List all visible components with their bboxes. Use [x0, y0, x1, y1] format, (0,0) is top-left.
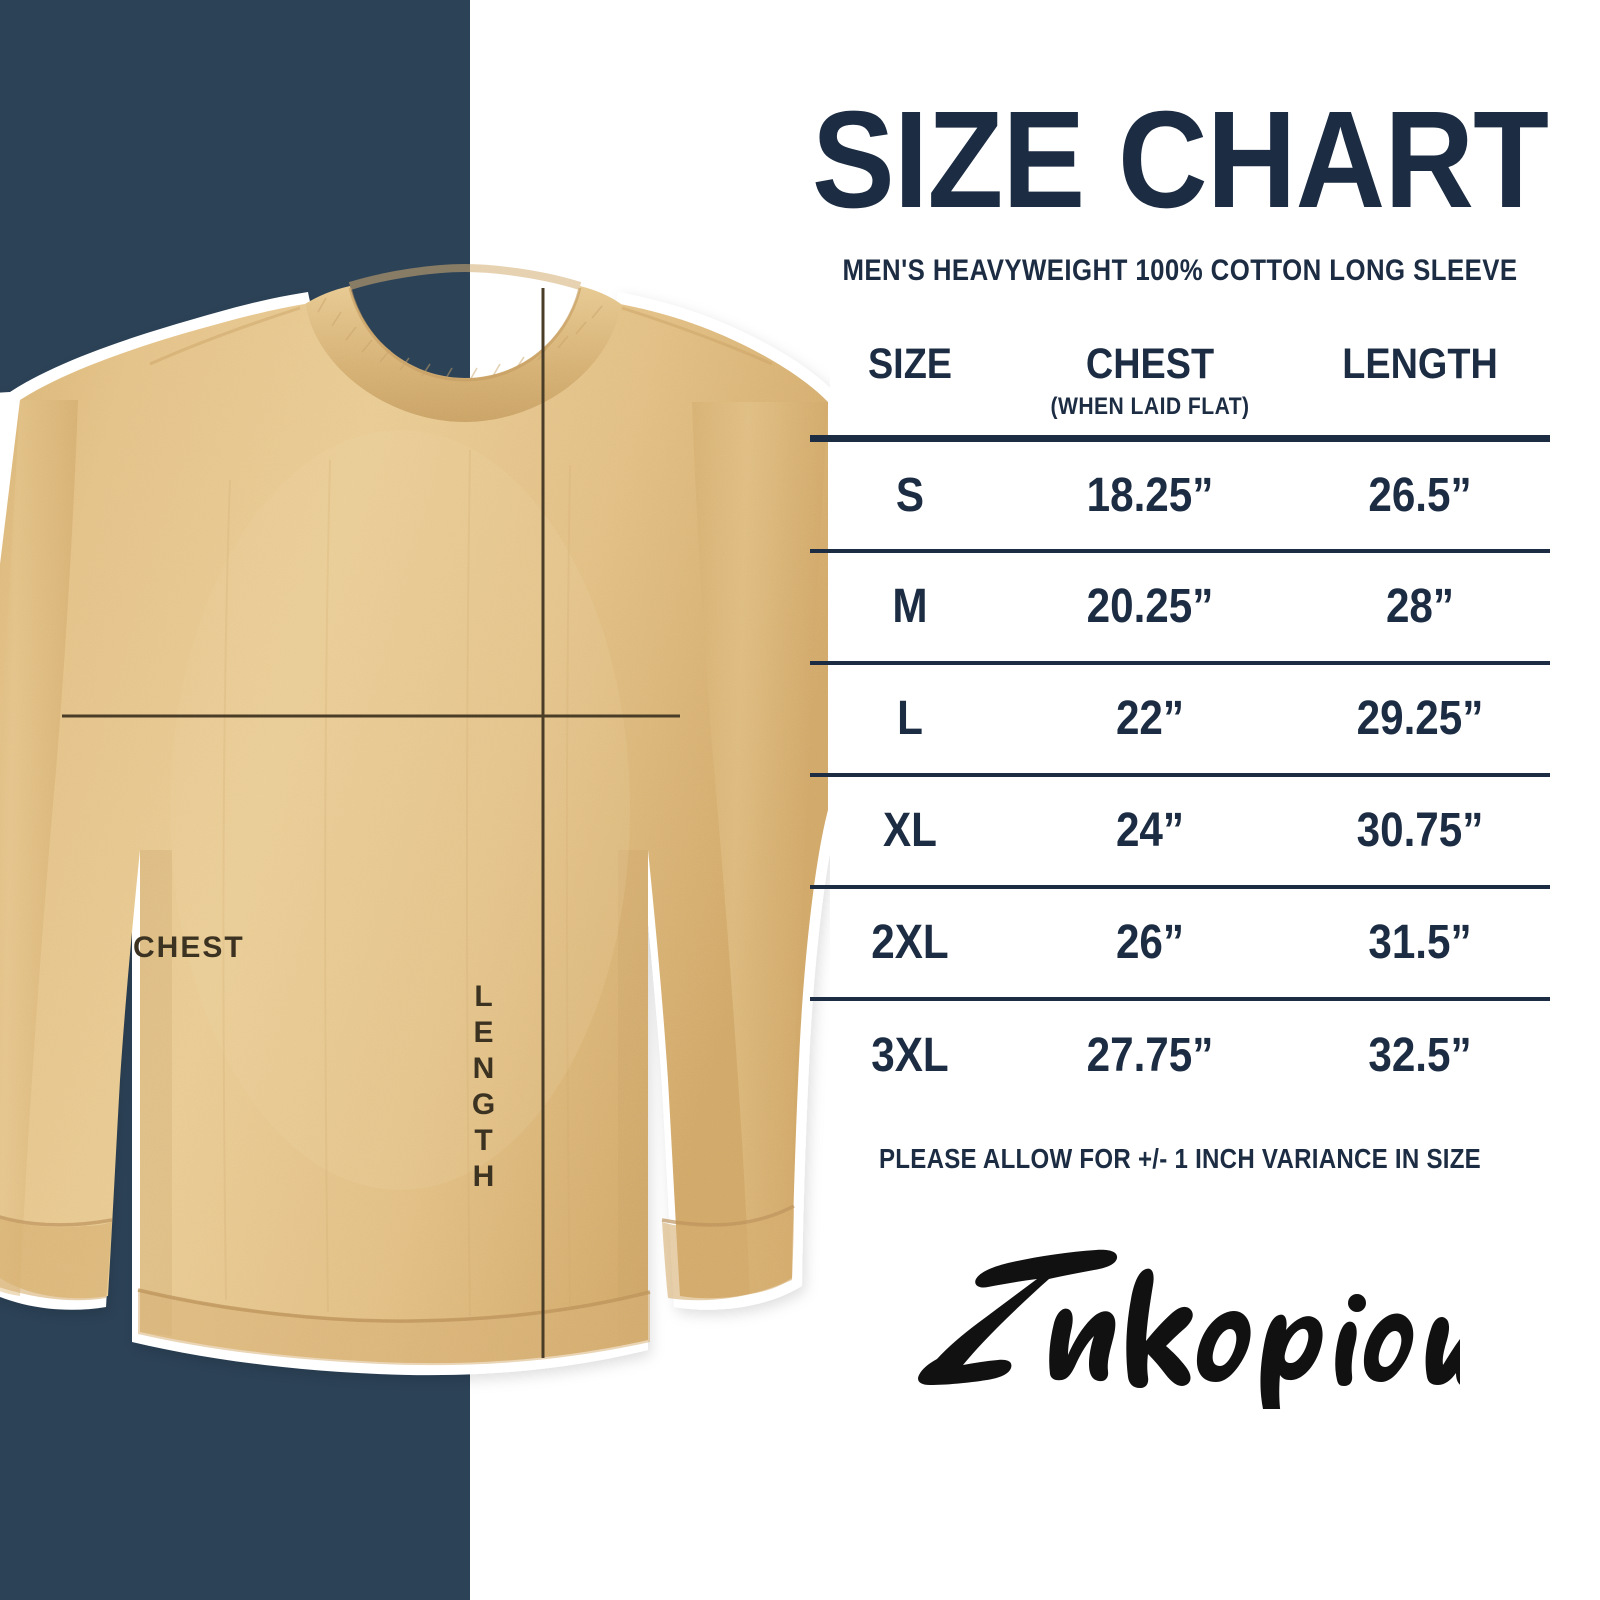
- table-row: 2XL 26” 31.5”: [810, 886, 1550, 1001]
- cell-length: 26.5”: [1305, 438, 1535, 553]
- inkopious-logo-icon: R: [918, 1249, 1460, 1409]
- shirt-left-cuff: [0, 1218, 112, 1301]
- page-subtitle: MEN'S HEAVYWEIGHT 100% COTTON LONG SLEEV…: [842, 254, 1518, 288]
- cell-chest: 18.25”: [1026, 438, 1274, 553]
- cell-length: 31.5”: [1305, 886, 1535, 1001]
- cell-chest: 26”: [1026, 886, 1274, 1001]
- cell-chest: 22”: [1026, 662, 1274, 777]
- length-measure-label: LENGTH: [467, 980, 500, 1196]
- table-row: L 22” 29.25”: [810, 662, 1550, 777]
- table-row: S 18.25” 26.5”: [810, 438, 1550, 553]
- page-title: SIZE CHART: [811, 83, 1549, 237]
- table-row: M 20.25” 28”: [810, 550, 1550, 665]
- cell-size: S: [822, 438, 998, 553]
- column-header-size-label: SIZE: [867, 340, 953, 389]
- cell-chest: 27.75”: [1086, 1029, 1214, 1083]
- chest-measure-label: CHEST: [133, 931, 245, 964]
- size-chart-content: SIZE CHART MEN'S HEAVYWEIGHT 100% COTTON…: [760, 0, 1600, 1600]
- size-table: SIZE CHEST (WHEN LAID FLAT) LENGTH S 18.…: [810, 340, 1550, 1111]
- brand-logo: R: [900, 1219, 1460, 1409]
- variance-note: PLEASE ALLOW FOR +/- 1 INCH VARIANCE IN …: [878, 1142, 1482, 1174]
- cell-size: L: [822, 662, 998, 777]
- shirt-body: [0, 263, 828, 1366]
- cell-length: 29.25”: [1305, 662, 1535, 777]
- measurement-guides: [62, 288, 680, 1358]
- column-header-chest-note: (WHEN LAID FLAT): [1050, 393, 1250, 421]
- cell-size: XL: [822, 774, 998, 889]
- cell-size: M: [822, 550, 998, 665]
- cell-length: 28”: [1305, 550, 1535, 665]
- column-header-length-label: LENGTH: [1342, 340, 1498, 389]
- table-row: 3XL 27.75” 32.5”: [810, 999, 1550, 1111]
- cell-size: 2XL: [822, 886, 998, 1001]
- column-header-size: SIZE: [822, 340, 998, 435]
- cell-length: 30.75”: [1305, 774, 1535, 889]
- shirt-illustration: CHEST LENGTH: [0, 250, 830, 1430]
- table-body: S 18.25” 26.5” M 20.25” 28” L 22” 29.25”…: [810, 438, 1550, 1111]
- cell-size: 3XL: [871, 1029, 949, 1083]
- table-header-row: SIZE CHEST (WHEN LAID FLAT) LENGTH: [810, 340, 1550, 435]
- table-row: XL 24” 30.75”: [810, 774, 1550, 889]
- cell-chest: 24”: [1026, 774, 1274, 889]
- shirt-bottom-hem: [138, 1290, 650, 1366]
- column-header-chest-label: CHEST: [1085, 340, 1215, 389]
- column-header-length: LENGTH: [1306, 340, 1535, 435]
- column-header-chest: CHEST (WHEN LAID FLAT): [1027, 340, 1273, 435]
- cell-chest: 20.25”: [1026, 550, 1274, 665]
- cell-length: 32.5”: [1368, 1029, 1472, 1083]
- shirt-right-cuff: [662, 1208, 794, 1301]
- header-rule: [810, 432, 1550, 442]
- long-sleeve-shirt-icon: [0, 263, 830, 1376]
